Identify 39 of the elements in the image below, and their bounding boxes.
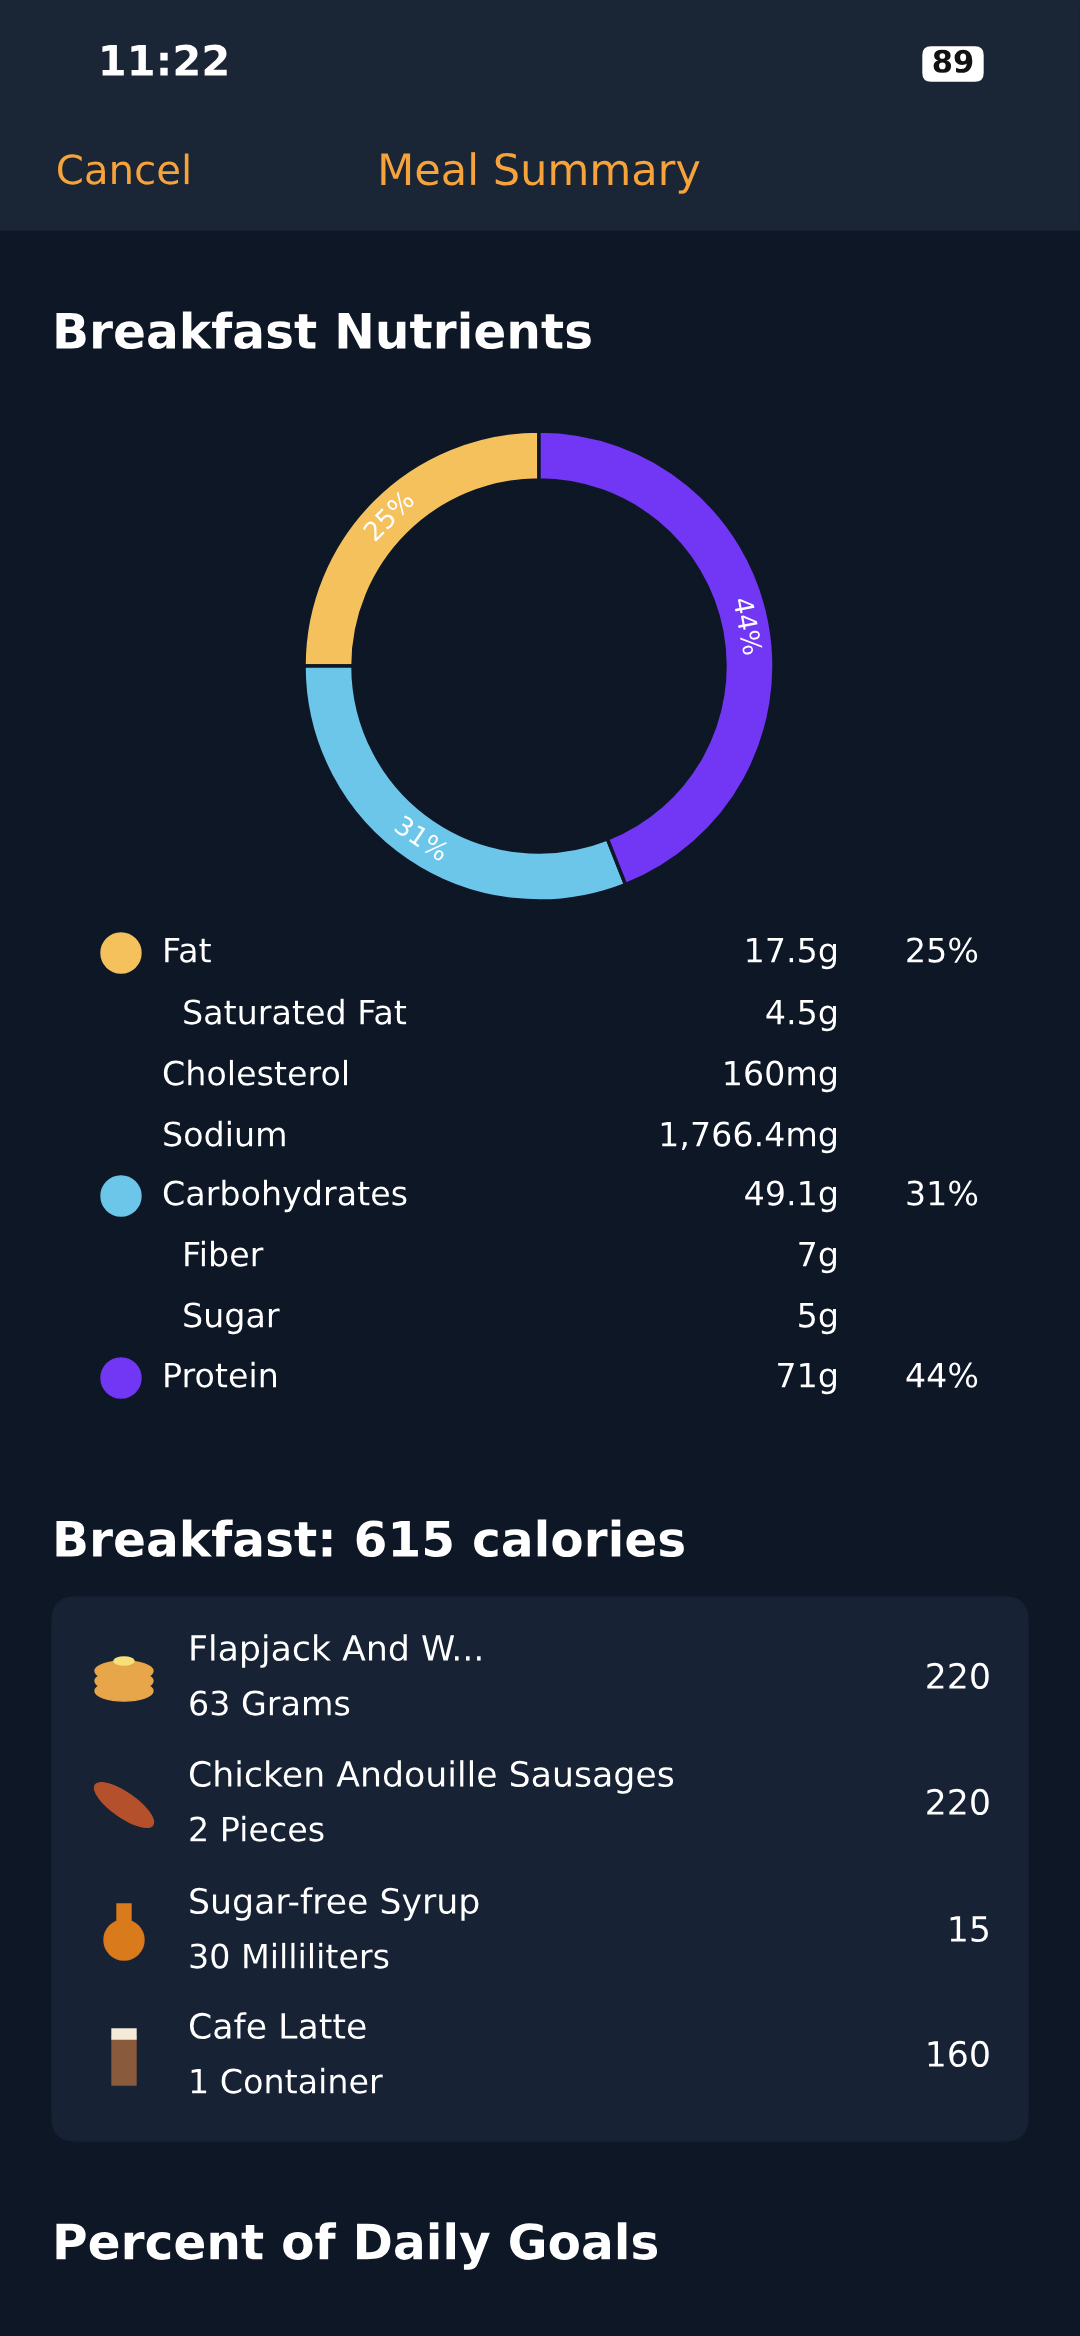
text: 5g <box>799 1302 836 1335</box>
text: 89 <box>933 49 973 73</box>
text: 11:22 <box>102 44 227 76</box>
text: 7g <box>799 1241 836 1274</box>
text: 2 Pieces <box>190 1815 324 1842</box>
text: Flapjack And W... <box>191 1634 481 1668</box>
text: Fiber <box>185 1240 264 1267</box>
legend-label: Carbohydrates <box>163 1179 407 1213</box>
data-label: 44% <box>733 596 764 656</box>
text: Breakfast: 615 calories <box>56 1519 684 1558</box>
text: 220 <box>927 1788 989 1816</box>
text: 220 <box>927 1662 989 1690</box>
text: 63 Grams <box>190 1690 350 1716</box>
text: Saturated Fat <box>184 998 407 1025</box>
text: Meal Summary <box>381 152 700 194</box>
text: 17.5g <box>747 937 836 970</box>
text: Percent of Daily Goals <box>56 2222 658 2270</box>
chart-title: Breakfast Nutrients <box>56 311 591 350</box>
text: Cholesterol <box>163 1059 347 1086</box>
text: Cafe Latte <box>189 2012 366 2040</box>
text: 49.1g <box>745 1180 836 1213</box>
text: 160mg <box>725 1060 836 1093</box>
legend-label: Protein <box>165 1361 276 1388</box>
text: 160 <box>928 2040 989 2068</box>
text: 15 <box>950 1916 988 1943</box>
text: 4.5g <box>766 999 836 1032</box>
text: 1 Container <box>191 2067 383 2094</box>
text: Chicken Andouille Sausages <box>189 1760 674 1794</box>
text: 71g <box>778 1362 836 1395</box>
text: Sugar <box>184 1302 280 1335</box>
text: Sodium <box>164 1120 285 1147</box>
text: 44% <box>906 1362 978 1388</box>
text: 30 Milliliters <box>190 1942 389 1969</box>
text: Sugar-free Syrup <box>190 1887 479 1921</box>
text: Cancel <box>58 153 189 185</box>
text: 25% <box>907 937 978 963</box>
legend-label: Fat <box>165 937 211 963</box>
text: 1,766.4mg <box>661 1121 836 1154</box>
text: 31% <box>907 1180 978 1206</box>
